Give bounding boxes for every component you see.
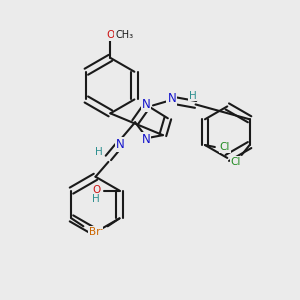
Text: N: N [167,92,176,105]
Text: Br: Br [91,227,103,237]
Text: Cl: Cl [220,142,230,152]
Text: N: N [116,138,125,151]
Text: O: O [93,184,101,195]
Text: H: H [94,147,102,157]
Text: O: O [106,30,115,40]
Text: Br: Br [88,227,100,237]
Text: CH₃: CH₃ [115,30,133,40]
Text: Cl: Cl [230,157,241,167]
Text: N: N [142,98,150,111]
Text: N: N [142,133,150,146]
Text: H: H [92,194,100,203]
Text: H: H [189,91,196,100]
